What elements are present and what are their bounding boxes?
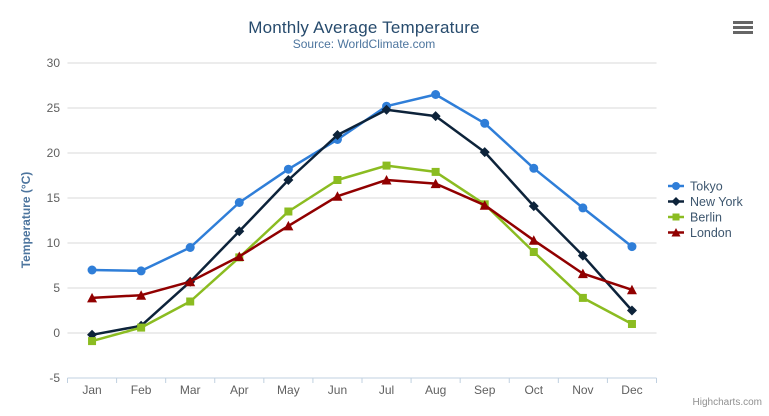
x-tick-label-feb: Feb xyxy=(131,383,152,397)
data-point-berlin-mar[interactable] xyxy=(186,297,195,306)
y-tick-label: 30 xyxy=(47,56,61,70)
data-point-berlin-feb[interactable] xyxy=(137,323,146,332)
legend-marker-triangle-icon xyxy=(671,228,681,237)
series-london xyxy=(87,175,637,303)
legend-item-berlin[interactable]: Berlin xyxy=(668,211,722,225)
series-line-tokyo xyxy=(90,93,634,273)
data-point-new-york-jun[interactable] xyxy=(332,130,343,140)
data-point-london-mar[interactable] xyxy=(185,276,196,287)
data-point-london-jul[interactable] xyxy=(381,175,392,185)
data-point-tokyo-oct[interactable] xyxy=(529,163,539,173)
data-point-london-apr[interactable] xyxy=(234,251,245,262)
data-point-london-may[interactable] xyxy=(283,220,294,231)
hamburger-bar xyxy=(733,31,753,34)
data-point-berlin-oct[interactable] xyxy=(529,248,538,256)
data-point-berlin-may[interactable] xyxy=(284,207,293,216)
data-point-berlin-jul[interactable] xyxy=(382,161,391,170)
legend-label: London xyxy=(690,226,732,240)
data-point-new-york-jul[interactable] xyxy=(381,104,392,115)
data-point-london-sep[interactable] xyxy=(479,200,490,210)
x-tick-label-dec: Dec xyxy=(621,383,642,397)
x-axis-labels: Jan Feb Mar Apr May Jun Jul Aug Sep Oct Nov Dec xyxy=(82,383,642,397)
x-tick-label-nov: Nov xyxy=(572,383,593,397)
legend-label: New York xyxy=(690,195,744,209)
y-tick-label: 10 xyxy=(47,236,61,250)
series-tokyo xyxy=(87,90,637,276)
x-axis xyxy=(67,377,657,383)
legend-item-tokyo[interactable]: Tokyo xyxy=(668,180,723,194)
data-point-new-york-sep[interactable] xyxy=(479,147,490,158)
legend-item-new-york[interactable]: New York xyxy=(668,195,744,209)
x-tick-label-jun: Jun xyxy=(328,383,347,397)
data-point-tokyo-aug[interactable] xyxy=(431,90,441,99)
data-point-new-york-aug[interactable] xyxy=(430,111,441,122)
legend-marker-square-icon xyxy=(672,213,680,221)
y-axis-labels: -5 0 5 10 15 20 25 30 xyxy=(47,56,61,385)
y-axis-title: Temperature (°C) xyxy=(19,172,33,269)
chart-subtitle: Source: WorldClimate.com xyxy=(293,37,436,51)
data-point-new-york-oct[interactable] xyxy=(528,201,539,212)
export-menu-button[interactable] xyxy=(727,14,759,38)
data-point-london-aug[interactable] xyxy=(430,178,441,189)
x-tick-label-jan: Jan xyxy=(82,383,101,397)
data-point-london-jan[interactable] xyxy=(87,292,98,303)
data-point-tokyo-sep[interactable] xyxy=(480,118,490,128)
data-point-tokyo-apr[interactable] xyxy=(234,198,244,207)
series-line-berlin xyxy=(90,164,634,343)
data-point-new-york-dec[interactable] xyxy=(626,305,637,316)
y-tick-label: 15 xyxy=(47,191,61,205)
data-point-london-jun[interactable] xyxy=(332,191,343,201)
data-point-berlin-jan[interactable] xyxy=(88,337,97,346)
legend-marker-circle-icon xyxy=(672,182,680,190)
data-point-london-nov[interactable] xyxy=(577,268,588,279)
data-point-berlin-jun[interactable] xyxy=(333,176,342,184)
y-tick-label: 20 xyxy=(47,146,61,160)
data-point-berlin-nov[interactable] xyxy=(578,293,587,302)
data-point-tokyo-jan[interactable] xyxy=(87,265,97,275)
series-line-new-york xyxy=(90,108,634,337)
legend-label: Berlin xyxy=(690,211,722,225)
data-point-tokyo-nov[interactable] xyxy=(578,203,588,213)
data-point-new-york-may[interactable] xyxy=(283,175,294,185)
data-point-tokyo-feb[interactable] xyxy=(136,266,146,276)
chart-title: Monthly Average Temperature xyxy=(248,18,480,37)
data-point-new-york-nov[interactable] xyxy=(577,250,588,261)
x-tick-label-apr: Apr xyxy=(230,383,249,397)
highcharts-credit-link[interactable]: Highcharts.com xyxy=(693,397,762,408)
hamburger-bar xyxy=(733,26,753,29)
data-point-tokyo-dec[interactable] xyxy=(627,242,637,252)
series-line-london xyxy=(90,178,634,300)
x-tick-label-may: May xyxy=(277,383,300,397)
y-tick-label: 25 xyxy=(47,101,61,115)
y-tick-label: 0 xyxy=(53,326,60,340)
hamburger-bar xyxy=(733,21,753,24)
data-point-tokyo-mar[interactable] xyxy=(185,243,195,252)
data-point-london-dec[interactable] xyxy=(626,284,637,295)
data-point-tokyo-may[interactable] xyxy=(283,164,293,174)
series-group xyxy=(87,90,637,346)
x-tick-label-jul: Jul xyxy=(379,383,394,397)
legend-marker-diamond-icon xyxy=(671,197,681,206)
x-tick-label-oct: Oct xyxy=(524,383,543,397)
legend-item-london[interactable]: London xyxy=(668,226,732,240)
data-point-new-york-apr[interactable] xyxy=(234,226,245,237)
x-tick-label-mar: Mar xyxy=(180,383,201,397)
x-tick-label-aug: Aug xyxy=(425,383,446,397)
data-point-berlin-dec[interactable] xyxy=(627,320,636,328)
data-point-london-feb[interactable] xyxy=(136,290,147,300)
y-tick-label: 5 xyxy=(53,281,60,295)
data-point-berlin-aug[interactable] xyxy=(431,167,440,176)
x-tick-label-sep: Sep xyxy=(474,383,496,397)
gridlines xyxy=(67,62,657,334)
y-tick-label: -5 xyxy=(49,371,60,385)
hamburger-icon xyxy=(733,21,753,34)
data-point-london-oct[interactable] xyxy=(528,235,539,245)
legend-label: Tokyo xyxy=(690,180,723,194)
series-new-york xyxy=(87,104,637,340)
